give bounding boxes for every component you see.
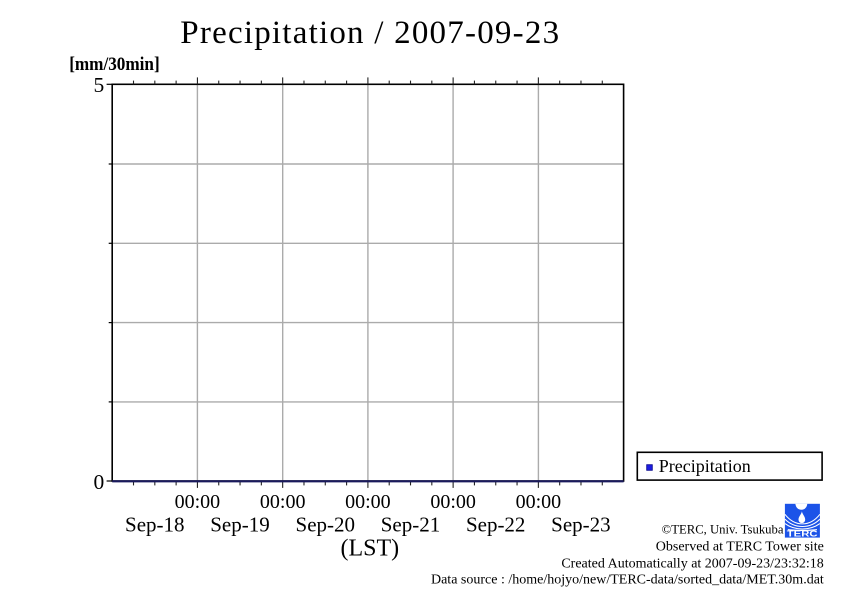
svg-text:©TERC, Univ. Tsukuba: ©TERC, Univ. Tsukuba [662,522,784,536]
svg-text:5: 5 [93,73,104,97]
svg-text:(LST): (LST) [340,536,399,562]
svg-text:Sep-22: Sep-22 [466,513,526,537]
svg-text:Precipitation / 2007-09-23: Precipitation / 2007-09-23 [180,15,560,51]
svg-text:Sep-18: Sep-18 [125,513,185,537]
svg-text:Data source : /home/hojyo/new/: Data source : /home/hojyo/new/TERC-data/… [431,572,824,587]
svg-text:Sep-19: Sep-19 [210,513,270,537]
svg-text:Created Automatically at 2007-: Created Automatically at 2007-09-23/23:3… [561,556,823,571]
svg-text:Sep-23: Sep-23 [551,513,611,537]
svg-text:00:00: 00:00 [430,491,476,513]
svg-text:Precipitation: Precipitation [659,456,751,476]
svg-text:Observed at TERC Tower site: Observed at TERC Tower site [656,540,824,555]
svg-text:Sep-20: Sep-20 [296,513,356,537]
svg-text:Sep-21: Sep-21 [381,513,441,537]
svg-text:00:00: 00:00 [175,491,221,513]
svg-text:[mm/30min]: [mm/30min] [69,54,160,75]
svg-text:00:00: 00:00 [345,491,391,513]
svg-text:00:00: 00:00 [260,491,306,513]
svg-text:0: 0 [93,470,104,494]
svg-text:00:00: 00:00 [516,491,562,513]
svg-text:TERC: TERC [787,530,818,539]
